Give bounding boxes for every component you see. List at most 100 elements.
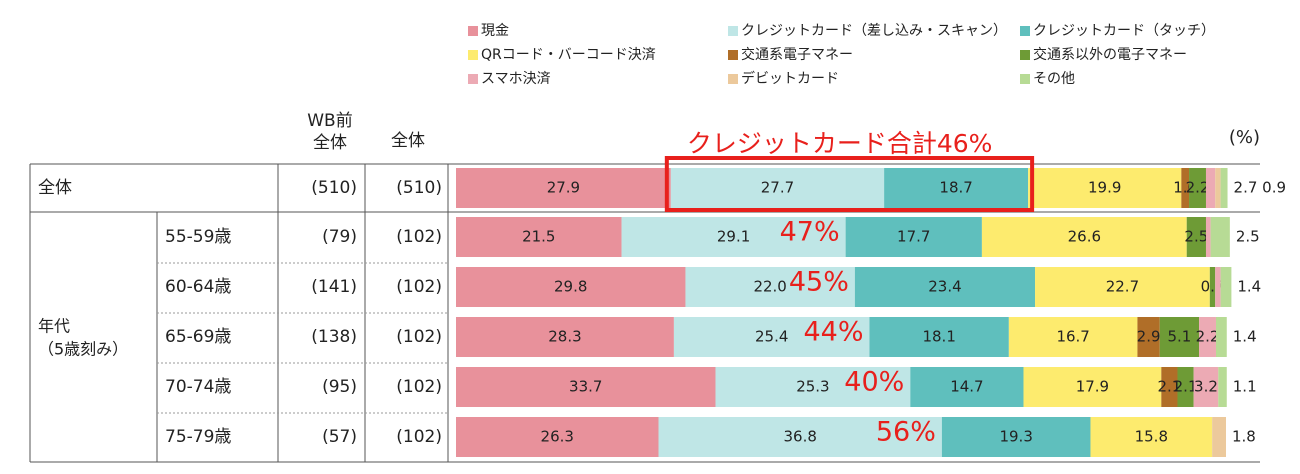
wb-n-value: (95) [322, 377, 357, 397]
bar-segment [456, 168, 671, 208]
bar-value-label: 33.7 [569, 378, 602, 396]
group-label: 年代 [38, 317, 70, 336]
legend-swatch [468, 50, 478, 60]
legend-swatch [728, 50, 738, 60]
legend-label: QRコード・バーコード決済 [481, 47, 656, 63]
bar-tail-label: 1.1 [1233, 378, 1257, 396]
bar-segment [1218, 367, 1227, 407]
bar-segment [456, 417, 659, 457]
bar-value-label: 19.3 [999, 428, 1032, 446]
wb-n-value: (138) [311, 327, 357, 347]
bar-segment [1189, 168, 1206, 208]
bar-segment [1028, 168, 1182, 208]
total-header: 全体 [391, 131, 425, 151]
legend-item: 交通系電子マネー [728, 46, 853, 64]
legend-item: デビットカード [728, 70, 839, 88]
bar-value-label: 29.8 [554, 278, 587, 296]
row-label: 65-69歳 [165, 327, 231, 347]
bar-value-label: 26.3 [541, 428, 574, 446]
bar-value-label: 2.5 [1184, 228, 1208, 246]
bar-segment [456, 267, 686, 307]
bar-segment [1137, 317, 1160, 357]
wb-n-value: (79) [322, 227, 357, 247]
legend-item: クレジットカード（差し込み・スキャン） [728, 22, 1007, 40]
legend-swatch [468, 26, 478, 36]
bar-segment [1205, 217, 1211, 257]
bar-tail-label: 2.5 [1236, 228, 1260, 246]
legend-swatch [1020, 26, 1030, 36]
n-value: (102) [396, 277, 442, 297]
legend-item: クレジットカード（タッチ） [1020, 22, 1215, 40]
bar-segment [658, 417, 942, 457]
bar-segment [981, 217, 1187, 257]
bar-value-label: 15.8 [1135, 428, 1168, 446]
legend-swatch [1020, 74, 1030, 84]
bar-segment [670, 168, 885, 208]
bar-segment [1210, 217, 1230, 257]
wb-n-value: (510) [311, 178, 357, 198]
bar-tail-label: 1.4 [1233, 328, 1257, 346]
legend-item: 交通系以外の電子マネー [1020, 46, 1187, 64]
legend-label: 交通系電子マネー [741, 47, 853, 63]
bar-value-label: 22.7 [1106, 278, 1139, 296]
legend-item: QRコード・バーコード決済 [468, 46, 656, 64]
legend-swatch [728, 74, 738, 84]
bar-segment [1186, 217, 1206, 257]
bar-value-label: 23.4 [928, 278, 961, 296]
bar-segment [1212, 417, 1226, 457]
credit-highlight-box [664, 156, 1035, 212]
credit-total-label: 44% [803, 317, 863, 348]
bar-tail-label: 1.4 [1237, 278, 1261, 296]
legend-label: その他 [1033, 71, 1075, 87]
bar-segment [1090, 417, 1213, 457]
wb-header-line1: WB前 [307, 111, 353, 131]
bar-segment [685, 267, 855, 307]
credit-total-label: 45% [789, 267, 849, 298]
bar-segment [1215, 317, 1227, 357]
bar-segment [1215, 267, 1221, 307]
bar-segment [1220, 267, 1232, 307]
bar-value-label: 25.4 [755, 328, 788, 346]
bar-value-label: 36.8 [783, 428, 816, 446]
n-value: (102) [396, 377, 442, 397]
legend-swatch [1020, 50, 1030, 60]
wb-n-value: (57) [322, 427, 357, 447]
credit-total-label: 56% [876, 417, 936, 448]
bar-value-label: 21.5 [522, 228, 555, 246]
legend-label: クレジットカード（差し込み・スキャン） [741, 23, 1007, 39]
bar-segment [884, 168, 1029, 208]
bar-value-label: 2.1 [1174, 378, 1198, 396]
bar-value-label: 29.1 [717, 228, 750, 246]
bar-segment [1220, 168, 1228, 208]
bar-value-label: 2.2 [1196, 328, 1220, 346]
bar-segment [456, 317, 674, 357]
row-label: 75-79歳 [165, 427, 231, 447]
row-label: 60-64歳 [165, 277, 231, 297]
legend-item: スマホ決済 [468, 70, 551, 88]
n-value: (102) [396, 327, 442, 347]
credit-total-annotation: クレジットカード合計46% [687, 129, 993, 158]
bar-segment [1215, 168, 1221, 208]
unit-label: (%) [1228, 127, 1260, 148]
bar-segment [854, 267, 1036, 307]
legend: 現金 クレジットカード（差し込み・スキャン） クレジットカード（タッチ） QRコード・… [0, 0, 1300, 110]
bar-value-label: 16.7 [1056, 328, 1089, 346]
bar-segment [1161, 367, 1178, 407]
bar-value-label: 2.9 [1137, 328, 1161, 346]
credit-total-label: 40% [844, 367, 904, 398]
bar-segment [1159, 317, 1200, 357]
legend-label: クレジットカード（タッチ） [1033, 23, 1215, 39]
bar-segment [673, 317, 870, 357]
bar-value-label: 14.7 [950, 378, 983, 396]
legend-label: スマホ決済 [481, 71, 551, 87]
bar-segment [456, 217, 622, 257]
bar-tail-label: 1.8 [1232, 428, 1256, 446]
bar-value-label: 19.9 [1088, 179, 1121, 197]
bar-value-label: 25.3 [796, 378, 829, 396]
bar-segment [715, 367, 911, 407]
bar-value-label: 2.1 [1157, 378, 1181, 396]
bar-tail-label: 2.7 0.9 [1234, 179, 1286, 197]
bar-value-label: 17.9 [1076, 378, 1109, 396]
bar-segment [1199, 317, 1216, 357]
